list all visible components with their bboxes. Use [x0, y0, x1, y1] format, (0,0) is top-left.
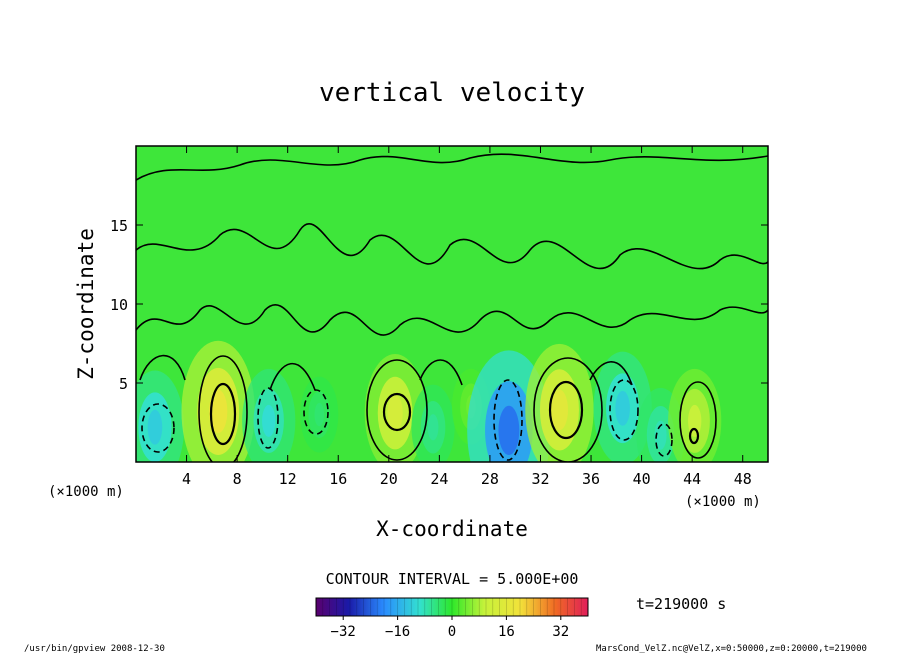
time-label: t=219000 s — [636, 595, 726, 613]
contour-zero-line — [139, 354, 633, 391]
field-cell-core — [387, 394, 403, 432]
x-tick-label: 32 — [531, 470, 549, 488]
contour-positive — [209, 382, 237, 446]
contour-negative — [493, 379, 523, 461]
colorbar-tick-label: −32 — [331, 624, 356, 640]
field-cell-core — [688, 404, 702, 437]
x-tick-label: 48 — [734, 470, 752, 488]
x-tick-label: 12 — [279, 470, 297, 488]
contour-zero-line — [136, 303, 768, 336]
chart-title: vertical velocity — [319, 78, 585, 108]
x-tick-label: 44 — [683, 470, 701, 488]
colorbar-tick-label: 16 — [498, 624, 515, 640]
contour-positive — [548, 380, 584, 440]
field-cell-core — [427, 414, 439, 441]
contour-positive — [366, 359, 428, 461]
colorbar-tick-label: 32 — [552, 624, 569, 640]
x-tick-label: 24 — [430, 470, 448, 488]
colorbar-tick-label: −16 — [385, 624, 410, 640]
footer-left: /usr/bin/gpview 2008-12-30 — [24, 644, 165, 654]
contour-zero-line — [136, 153, 768, 181]
x-tick-label: 20 — [380, 470, 398, 488]
contour-positive — [533, 357, 603, 462]
contour-positive — [679, 381, 717, 459]
contour-negative — [609, 379, 639, 441]
contour-positive — [198, 355, 248, 462]
contour-interval-label: CONTOUR INTERVAL = 5.000E+00 — [326, 570, 579, 588]
x-tick-label: 36 — [582, 470, 600, 488]
field-cell-core — [262, 404, 276, 437]
field-cell-core — [147, 409, 163, 445]
y-tick-label: 10 — [110, 296, 128, 314]
x-tick-label: 8 — [233, 470, 242, 488]
y-tick-label: 15 — [110, 217, 128, 235]
x-axis-label: X-coordinate — [376, 517, 528, 541]
contour-negative — [257, 387, 279, 449]
colorbar-tick-label: 0 — [448, 624, 456, 640]
contour-zero-line — [136, 222, 768, 270]
footer-right: MarsCond_VelZ.nc@VelZ,x=0:50000,z=0:2000… — [596, 644, 867, 654]
x-tick-label: 28 — [481, 470, 499, 488]
y-axis-label: Z-coordinate — [74, 228, 98, 380]
y-tick-label: 5 — [119, 375, 128, 393]
contour-negative — [655, 423, 673, 457]
x-tick-label: 40 — [633, 470, 651, 488]
field-cell-core — [498, 405, 520, 456]
contour-positive — [688, 427, 700, 445]
contour-negative — [141, 403, 175, 453]
field-cell-core — [654, 420, 667, 450]
x-tick-label: 16 — [329, 470, 347, 488]
x-tick-label: 4 — [182, 470, 191, 488]
x-unit-label-left: (×1000 m) — [48, 484, 124, 500]
contour-negative — [303, 389, 329, 435]
field-cell-core — [208, 389, 228, 434]
field-cell-core — [314, 402, 325, 427]
field-cell-core — [550, 389, 568, 431]
contour-positive — [382, 392, 412, 432]
x-unit-label-right: (×1000 m) — [685, 494, 761, 510]
field-cell-core — [615, 390, 630, 426]
